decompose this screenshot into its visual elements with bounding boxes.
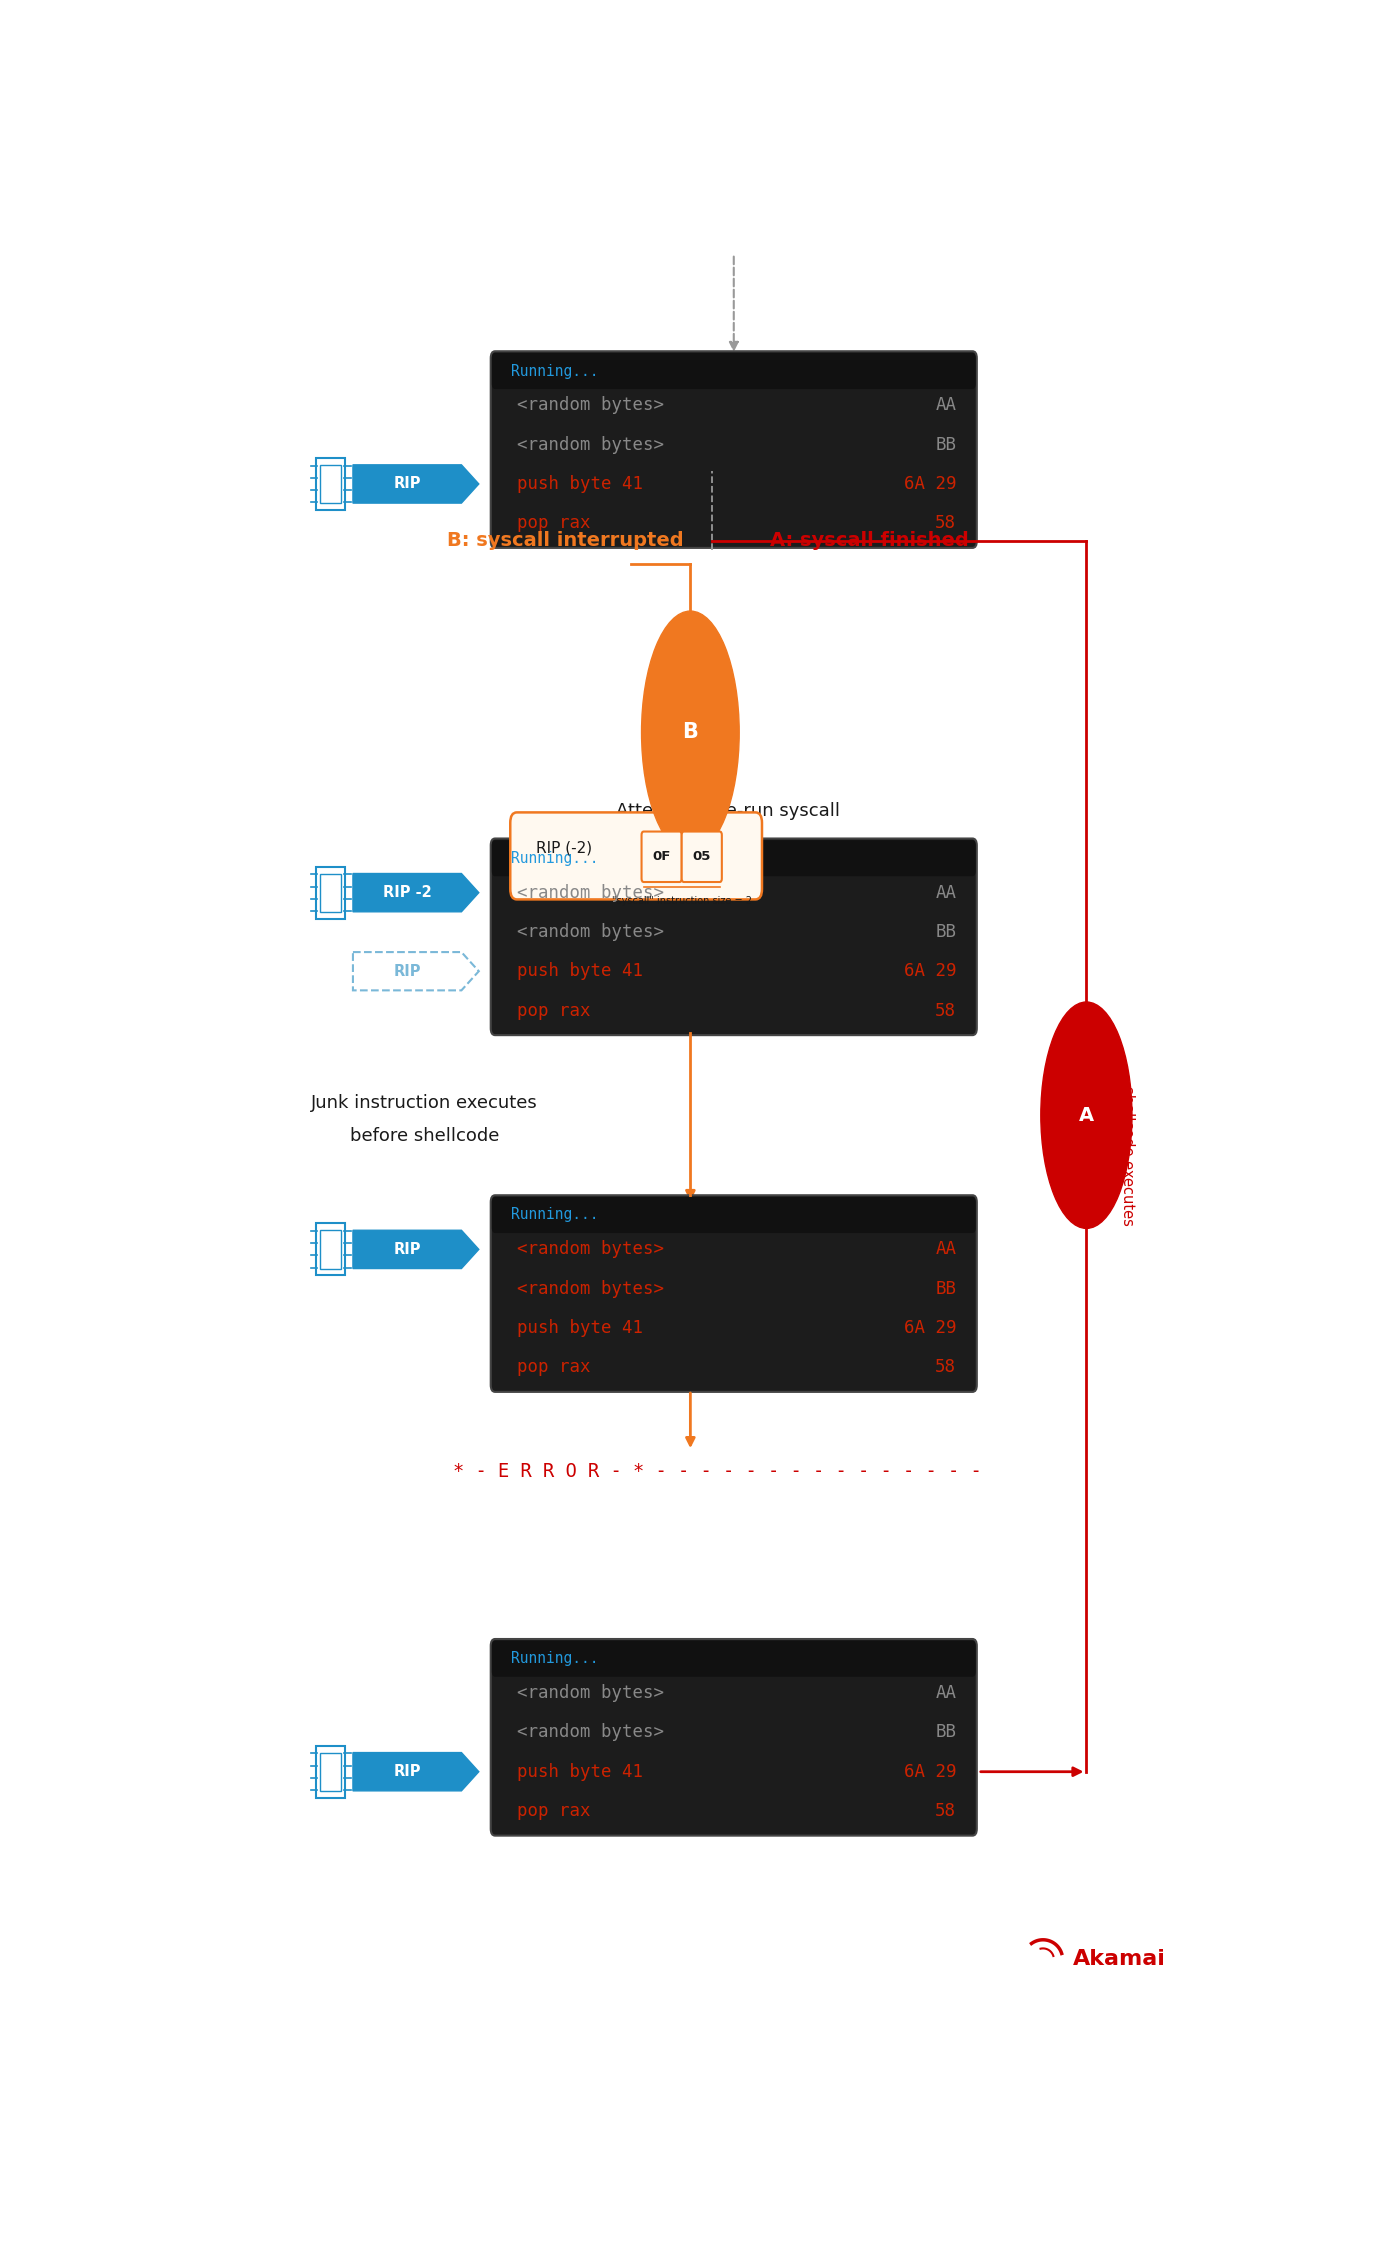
- Text: pop rax: pop rax: [517, 1358, 591, 1376]
- Text: 6A 29: 6A 29: [904, 1763, 956, 1781]
- Text: <random bytes>: <random bytes>: [517, 1279, 664, 1297]
- FancyBboxPatch shape: [491, 1196, 977, 1392]
- Text: RIP: RIP: [393, 1765, 421, 1779]
- FancyBboxPatch shape: [491, 838, 977, 1035]
- Text: RIP: RIP: [393, 963, 421, 979]
- Text: * - E R R O R - * - - - - - - - - - - - - - - -: * - E R R O R - * - - - - - - - - - - - …: [454, 1462, 981, 1483]
- Text: BB: BB: [935, 922, 956, 940]
- Text: <random bytes>: <random bytes>: [517, 1724, 664, 1742]
- Text: A: A: [1079, 1105, 1093, 1125]
- Text: Junk instruction executes: Junk instruction executes: [311, 1094, 538, 1112]
- Text: BB: BB: [935, 436, 956, 454]
- Text: push byte 41: push byte 41: [517, 1763, 643, 1781]
- FancyBboxPatch shape: [491, 350, 977, 547]
- Polygon shape: [353, 1752, 479, 1790]
- Text: A: syscall finished: A: syscall finished: [770, 531, 969, 551]
- Text: AA: AA: [935, 884, 956, 902]
- Text: 58: 58: [935, 1358, 956, 1376]
- Text: RIP (-2): RIP (-2): [536, 841, 592, 857]
- Ellipse shape: [1040, 1001, 1133, 1229]
- Text: pop rax: pop rax: [517, 1801, 591, 1819]
- FancyBboxPatch shape: [491, 841, 976, 877]
- Text: Running...: Running...: [511, 364, 599, 377]
- Text: 0F: 0F: [652, 850, 671, 863]
- Text: Running...: Running...: [511, 850, 599, 866]
- Text: 05: 05: [693, 850, 711, 863]
- Text: <random bytes>: <random bytes>: [517, 922, 664, 940]
- Text: RIP -2: RIP -2: [382, 886, 431, 899]
- Text: <random bytes>: <random bytes>: [517, 884, 664, 902]
- Text: <random bytes>: <random bytes>: [517, 1684, 664, 1702]
- Text: Akamai: Akamai: [1074, 1948, 1166, 1968]
- Text: RIP: RIP: [393, 477, 421, 490]
- Text: AA: AA: [935, 1684, 956, 1702]
- Text: push byte 41: push byte 41: [517, 1320, 643, 1338]
- FancyBboxPatch shape: [491, 1638, 977, 1835]
- Text: AA: AA: [935, 396, 956, 414]
- Text: RIP: RIP: [393, 1243, 421, 1257]
- Ellipse shape: [641, 610, 739, 854]
- FancyBboxPatch shape: [491, 353, 976, 389]
- Text: 58: 58: [935, 1001, 956, 1019]
- FancyBboxPatch shape: [491, 1641, 976, 1677]
- Text: before shellcode: before shellcode: [350, 1128, 500, 1146]
- Text: 6A 29: 6A 29: [904, 963, 956, 981]
- FancyBboxPatch shape: [682, 832, 722, 881]
- Text: B: syscall interrupted: B: syscall interrupted: [447, 531, 685, 551]
- Text: <random bytes>: <random bytes>: [517, 436, 664, 454]
- Text: "syscall" instruction size = 2: "syscall" instruction size = 2: [612, 897, 752, 906]
- FancyBboxPatch shape: [510, 811, 762, 899]
- Text: 6A 29: 6A 29: [904, 475, 956, 493]
- FancyBboxPatch shape: [641, 832, 682, 881]
- Polygon shape: [353, 1229, 479, 1268]
- Text: 6A 29: 6A 29: [904, 1320, 956, 1338]
- Text: Running...: Running...: [511, 1207, 599, 1223]
- Text: BB: BB: [935, 1724, 956, 1742]
- Text: 58: 58: [935, 1801, 956, 1819]
- Text: <random bytes>: <random bytes>: [517, 396, 664, 414]
- FancyBboxPatch shape: [491, 1198, 976, 1234]
- Text: shellcode executes: shellcode executes: [1120, 1087, 1135, 1227]
- Text: push byte 41: push byte 41: [517, 963, 643, 981]
- Polygon shape: [353, 875, 479, 911]
- Text: Running...: Running...: [511, 1652, 599, 1666]
- Polygon shape: [353, 466, 479, 504]
- Text: 58: 58: [935, 515, 956, 533]
- Text: AA: AA: [935, 1241, 956, 1259]
- Text: pop rax: pop rax: [517, 1001, 591, 1019]
- Text: push byte 41: push byte 41: [517, 475, 643, 493]
- Text: Attempt to re-run syscall: Attempt to re-run syscall: [616, 802, 840, 820]
- Text: pop rax: pop rax: [517, 515, 591, 533]
- Text: BB: BB: [935, 1279, 956, 1297]
- Text: <random bytes>: <random bytes>: [517, 1241, 664, 1259]
- Text: B: B: [682, 723, 699, 741]
